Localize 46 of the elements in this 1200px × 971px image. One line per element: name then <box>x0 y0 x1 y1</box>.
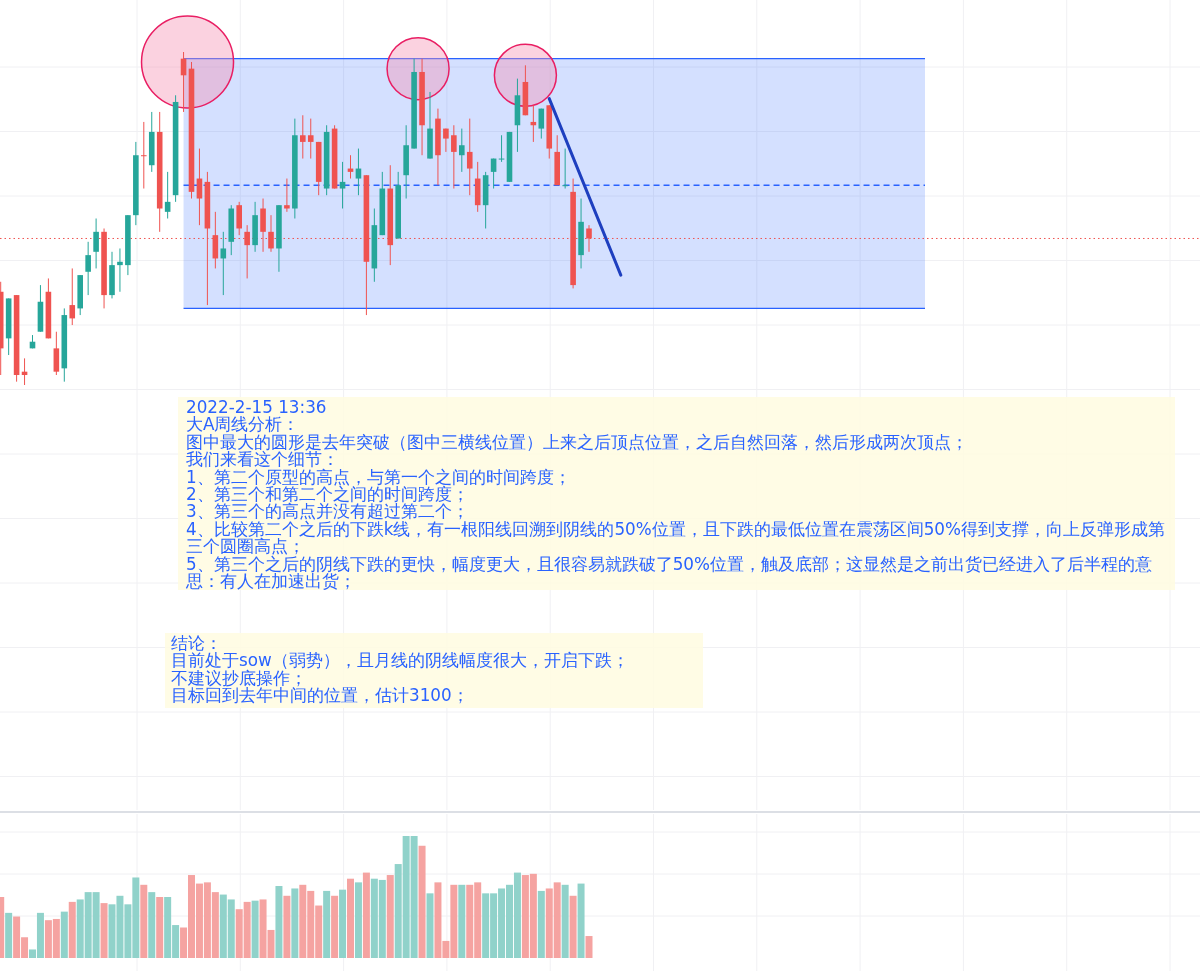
text: 1、第二个原型的高点，与第一个之间的时间跨度； <box>186 466 571 487</box>
text: 目标回到去年中间的位置，估计3100； <box>171 685 469 706</box>
bar <box>60 911 68 958</box>
text: 大A周线分析： <box>186 414 300 435</box>
bar <box>418 845 426 958</box>
bar <box>537 890 545 958</box>
bar <box>386 875 394 958</box>
candlestick <box>307 118 314 160</box>
bar <box>148 892 156 958</box>
candlestick <box>562 148 568 190</box>
bar <box>275 886 283 958</box>
bar <box>426 893 434 958</box>
candlestick <box>117 247 123 293</box>
bar <box>339 889 347 958</box>
bar <box>323 890 331 958</box>
bar <box>331 895 339 958</box>
candlestick <box>339 161 346 210</box>
bar <box>251 900 259 958</box>
text: 2022-2-15 13:36 <box>186 397 327 417</box>
candlestick <box>69 267 76 326</box>
candlestick <box>141 121 147 190</box>
candlestick <box>459 128 465 173</box>
candlestick <box>300 114 306 160</box>
bar <box>354 882 362 958</box>
bar <box>68 901 76 958</box>
bar <box>156 897 164 958</box>
bar <box>100 903 108 958</box>
candlestick <box>85 241 91 296</box>
candlestick <box>284 178 290 213</box>
bar <box>585 936 593 958</box>
candlestick <box>451 124 457 190</box>
bar <box>140 884 148 958</box>
text: 结论： <box>171 633 222 653</box>
bar <box>291 888 299 958</box>
bar <box>5 912 13 958</box>
bar <box>569 895 577 958</box>
candlestick <box>236 201 242 236</box>
bar <box>458 884 466 958</box>
bar <box>283 895 291 958</box>
candlestick <box>93 218 99 269</box>
bar <box>577 883 585 958</box>
bar <box>347 878 354 958</box>
candlestick <box>466 118 473 196</box>
bar <box>362 872 370 958</box>
candlestick <box>53 331 60 376</box>
bar <box>561 884 569 958</box>
